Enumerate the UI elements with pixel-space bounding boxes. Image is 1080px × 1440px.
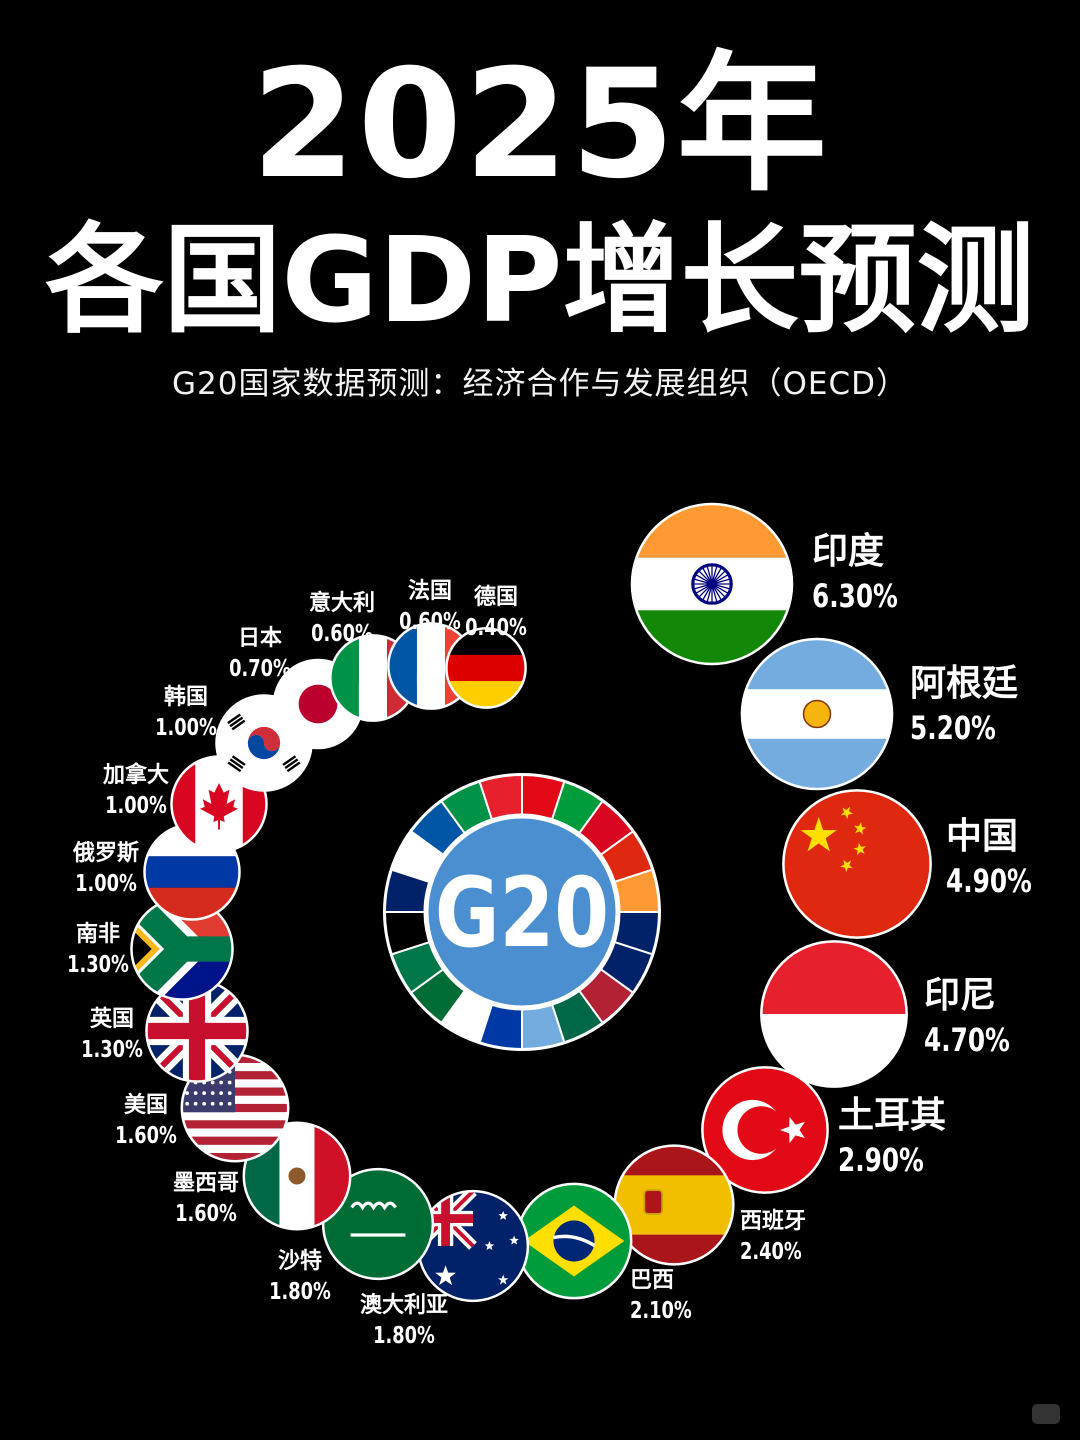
label-name-korea: 韩国: [164, 684, 208, 710]
page-title-year: 2025年: [251, 38, 829, 212]
bubble-outline: [782, 789, 932, 939]
label-value-germany: 0.40%: [465, 615, 527, 642]
label-name-spain: 西班牙: [740, 1209, 806, 1234]
g20-disc: [423, 813, 621, 1011]
bubble-outline: [321, 1167, 435, 1281]
bubble-outline: [701, 1066, 829, 1194]
label-name-australia: 澳大利亚: [360, 1292, 448, 1318]
bubble-mexico: [242, 1121, 352, 1231]
label-name-china: 中国: [946, 816, 1018, 857]
label-value-korea: 1.00%: [155, 715, 217, 742]
label-value-brazil: 2.10%: [630, 1298, 692, 1325]
label-value-china: 4.90%: [946, 863, 1032, 901]
g20-badge-text: G20: [435, 857, 609, 969]
label-name-saudi: 沙特: [278, 1248, 322, 1274]
label-value-japan: 0.70%: [229, 656, 291, 683]
label-name-canada: 加拿大: [102, 762, 169, 788]
page-title: 各国GDP增长预测: [45, 211, 1035, 349]
label-name-germany: 德国: [474, 584, 518, 610]
label-value-russia: 1.00%: [75, 871, 137, 898]
label-value-argentina: 5.20%: [910, 710, 996, 748]
label-name-indonesia: 印尼: [924, 975, 996, 1016]
bubble-china: [782, 789, 932, 939]
bubble-argentina: [740, 637, 894, 791]
bubble-australia: [416, 1189, 530, 1303]
bubble-outline: [630, 502, 794, 666]
bubble-outline: [242, 1121, 352, 1231]
g20-badge: G20: [383, 773, 661, 1051]
label-value-india: 6.30%: [812, 578, 898, 616]
bubble-outline: [760, 940, 908, 1088]
bubble-spain: [613, 1144, 735, 1266]
label-value-australia: 1.80%: [373, 1323, 435, 1350]
label-name-mexico: 墨西哥: [173, 1171, 239, 1196]
label-name-uk: 英国: [90, 1007, 134, 1032]
bubble-outline: [445, 627, 527, 709]
label-name-france: 法国: [408, 579, 452, 604]
label-name-brazil: 巴西: [630, 1268, 674, 1293]
label-value-france: 0.60%: [399, 609, 461, 636]
label-name-turkey: 土耳其: [838, 1095, 946, 1136]
label-name-india: 印度: [812, 531, 884, 572]
label-value-mexico: 1.60%: [175, 1201, 237, 1228]
bubble-brazil: [515, 1182, 633, 1300]
watermark-icon: [1032, 1404, 1060, 1424]
label-name-southafrica: 南非: [76, 922, 120, 947]
bubble-layer: 印度 6.30% 阿根廷 5.20% 中国 4.90% 印尼 4.70% 土耳其 2.90% 西班牙…: [67, 502, 1032, 1350]
bubble-india: [630, 502, 794, 666]
label-value-turkey: 2.90%: [838, 1142, 924, 1180]
label-value-saudi: 1.80%: [269, 1279, 331, 1306]
bubble-outline: [740, 637, 894, 791]
label-name-usa: 美国: [124, 1092, 168, 1118]
label-name-russia: 俄罗斯: [72, 840, 139, 866]
label-name-japan: 日本: [238, 626, 282, 651]
label-value-spain: 2.40%: [740, 1239, 802, 1266]
label-value-indonesia: 4.70%: [924, 1022, 1010, 1060]
label-value-usa: 1.60%: [115, 1123, 177, 1150]
page-subtitle: G20国家数据预测：经济合作与发展组织（OECD）: [172, 366, 908, 402]
label-value-uk: 1.30%: [81, 1037, 143, 1064]
label-value-italy: 0.60%: [311, 621, 373, 648]
label-name-argentina: 阿根廷: [910, 663, 1018, 704]
label-name-italy: 意大利: [309, 590, 375, 616]
label-value-southafrica: 1.30%: [67, 952, 129, 979]
label-value-canada: 1.00%: [105, 793, 167, 820]
bubble-indonesia: [760, 940, 908, 1088]
